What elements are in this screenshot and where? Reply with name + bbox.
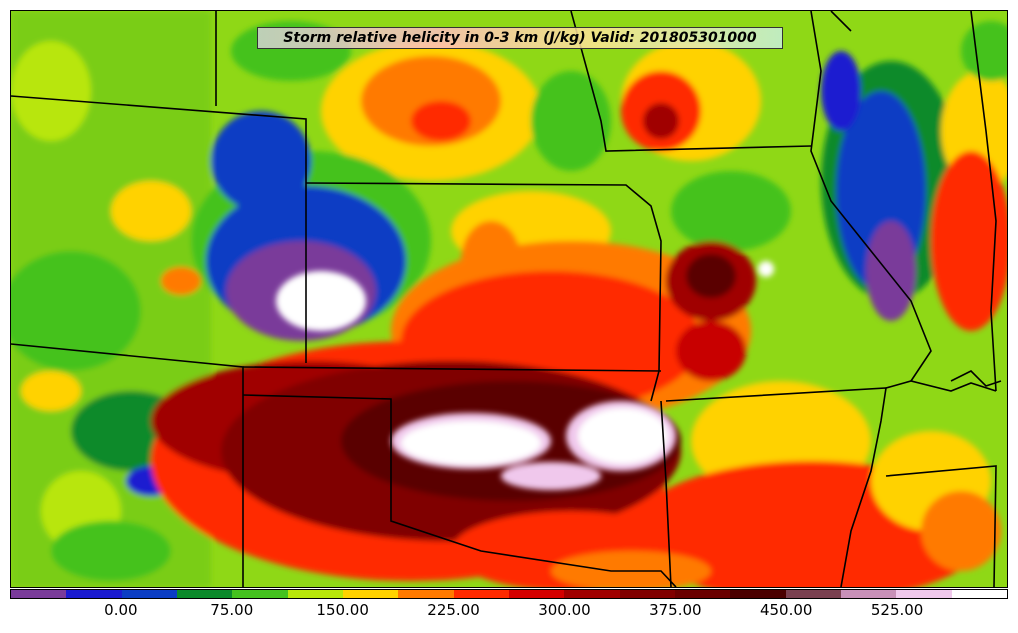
colorbar-segment xyxy=(176,590,233,598)
colorbar-tick-label: 450.00 xyxy=(759,601,813,619)
colorbar-tick-label: 300.00 xyxy=(538,601,591,619)
colorbar-segment xyxy=(66,590,122,598)
colorbar-segment xyxy=(121,590,177,598)
colorbar-tick-label: 375.00 xyxy=(649,601,702,619)
colorbar xyxy=(10,589,1008,599)
colorbar-tick-labels: 0.00 75.00 150.00 225.00 300.00 375.00 450.00 5… xyxy=(10,601,1008,625)
colorbar-tick-label: 75.00 xyxy=(210,601,254,619)
map-title: Storm relative helicity in 0-3 km (J/kg)… xyxy=(257,27,783,49)
colorbar-segment xyxy=(508,590,565,598)
colorbar-segment xyxy=(342,590,399,598)
colorbar-segment xyxy=(951,590,1007,598)
colorbar-segment xyxy=(896,590,952,598)
map-plot-area: Storm relative helicity in 0-3 km (J/kg)… xyxy=(10,10,1008,588)
colorbar-segment xyxy=(287,590,343,598)
colorbar-segment xyxy=(840,590,897,598)
colorbar-segment xyxy=(232,590,288,598)
colorbar-segment xyxy=(785,590,841,598)
colorbar-segment xyxy=(564,590,620,598)
colorbar-segment xyxy=(730,590,786,598)
colorbar-segment xyxy=(453,590,509,598)
colorbar-tick-label: 225.00 xyxy=(427,601,480,619)
state-boundaries xyxy=(11,11,1002,587)
colorbar-tick-label: 150.00 xyxy=(316,601,369,619)
colorbar-segment xyxy=(619,590,675,598)
colorbar-segment xyxy=(398,590,454,598)
colorbar-tick-label: 0.00 xyxy=(104,601,138,619)
colorbar-tick-label: 525.00 xyxy=(870,601,924,619)
colorbar-segment xyxy=(11,590,67,598)
colorbar-segment xyxy=(674,590,731,598)
helicity-field-map xyxy=(11,11,1007,587)
